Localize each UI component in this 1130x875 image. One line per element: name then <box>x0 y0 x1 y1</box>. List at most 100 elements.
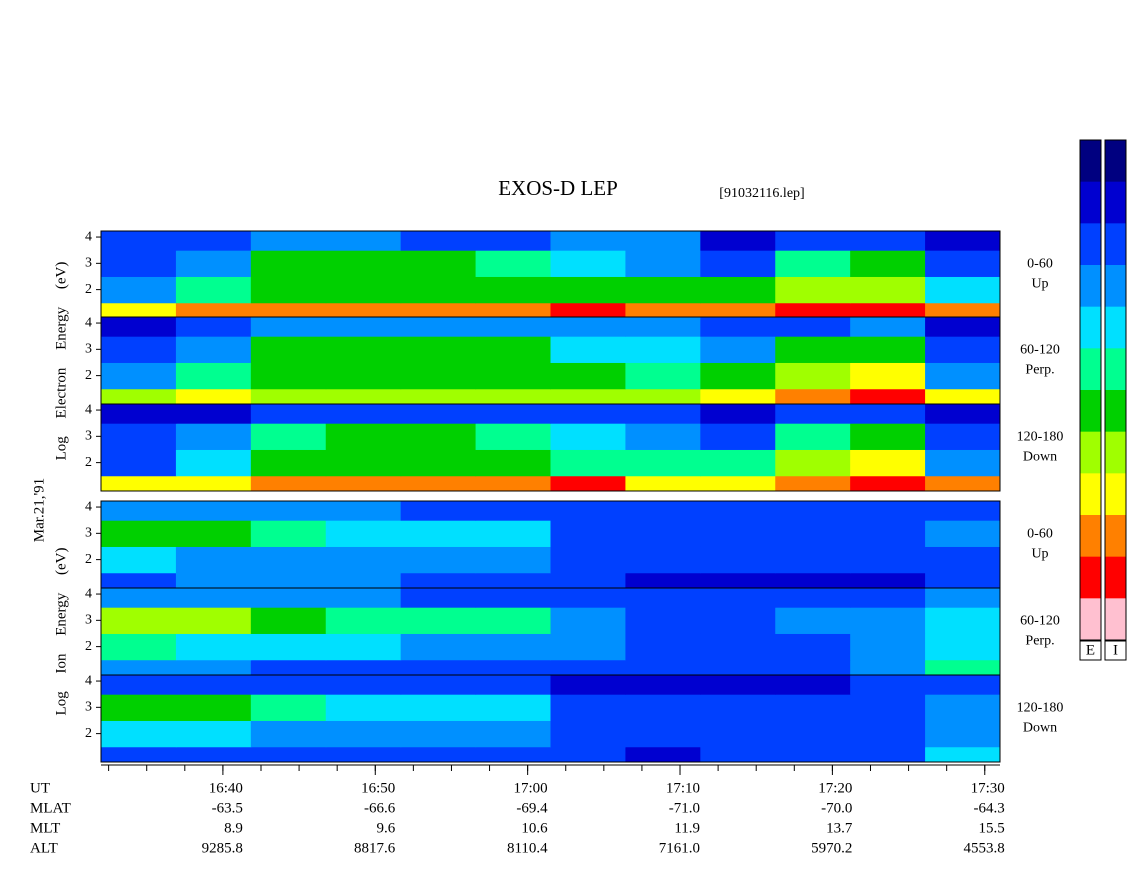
spectrogram-cell <box>625 302 701 319</box>
spectrogram-cell <box>325 633 402 661</box>
spectrogram-cell <box>250 475 327 492</box>
ephemeris-value: 8110.4 <box>507 840 548 856</box>
y-tick-label: 3 <box>85 700 92 715</box>
ephemeris-value: 10.6 <box>521 820 548 836</box>
spectrogram-cell <box>550 231 626 251</box>
y-tick-label: 2 <box>85 552 92 567</box>
spectrogram-cell <box>925 231 1001 251</box>
spectrogram-cell <box>475 231 551 251</box>
spectrogram-cell <box>325 276 402 304</box>
spectrogram-cell <box>625 694 701 721</box>
spectrogram-cell <box>400 675 477 695</box>
panel-range: 0-60 <box>1027 257 1053 272</box>
spectrogram-cell <box>550 250 626 277</box>
spectrogram-cell <box>550 520 626 547</box>
spectrogram-cell <box>175 572 252 589</box>
spectrogram-cell <box>400 423 477 450</box>
spectrogram-cell <box>400 659 477 676</box>
spectrogram-cell <box>550 720 626 748</box>
ephemeris-value: 5970.2 <box>811 840 852 856</box>
spectrogram-cell <box>550 449 626 477</box>
spectrogram-cell <box>325 362 402 390</box>
x-tick-label: 17:30 <box>971 780 1005 796</box>
spectrogram-cell <box>925 302 1001 319</box>
spectrogram-cell <box>175 423 252 450</box>
spectrogram-cell <box>550 404 626 424</box>
spectrogram-cell <box>325 720 402 748</box>
spectrogram-cell <box>625 659 701 676</box>
spectrogram-cell <box>475 250 551 277</box>
spectrogram-cell <box>101 633 177 661</box>
spectrogram-cell <box>850 588 926 608</box>
spectrogram-cell <box>850 675 926 695</box>
spectrogram-cell <box>925 449 1001 477</box>
x-tick-label: 17:00 <box>513 780 547 796</box>
spectrogram-cell <box>775 659 851 676</box>
spectrogram-cell <box>925 276 1001 304</box>
spectrogram-cell <box>175 388 252 405</box>
spectrogram-cell <box>850 633 926 661</box>
spectrogram-cell <box>850 607 926 634</box>
spectrogram-cell <box>400 336 477 363</box>
spectrogram-cell <box>625 449 701 477</box>
spectrogram-cell <box>475 746 551 763</box>
spectrogram-cell <box>550 607 626 634</box>
spectrogram-cell <box>250 423 327 450</box>
panel-frame <box>100 403 1001 492</box>
spectrogram-cell <box>101 250 177 277</box>
ephemeris-value: 11.9 <box>674 820 700 836</box>
spectrogram-cell <box>325 475 402 492</box>
spectrogram-cell <box>925 250 1001 277</box>
spectrogram-cell <box>325 694 402 721</box>
y-tick-label: 4 <box>85 499 92 514</box>
colorbar-cell <box>1105 306 1126 349</box>
spectrogram-cell <box>925 546 1001 574</box>
spectrogram-cell <box>101 588 177 608</box>
spectrogram-cell <box>850 336 926 363</box>
spectrogram-cell <box>250 659 327 676</box>
spectrogram-cell <box>101 362 177 390</box>
spectrogram-cell <box>175 362 252 390</box>
colorbar-cell <box>1080 140 1101 183</box>
spectrogram-cell <box>700 546 776 574</box>
colorbar-cell <box>1105 140 1126 183</box>
spectrogram-cell <box>325 388 402 405</box>
spectrogram-cell <box>700 572 776 589</box>
spectrogram-cell <box>325 336 402 363</box>
y-tick-label: 2 <box>85 639 92 654</box>
spectrogram-cell <box>550 546 626 574</box>
spectrogram-cell <box>700 694 776 721</box>
panel-range: 120-180 <box>1017 701 1064 716</box>
panel-range: 120-180 <box>1017 430 1064 445</box>
spectrogram-cell <box>625 423 701 450</box>
spectrogram-cell <box>101 423 177 450</box>
colorbar-cell <box>1105 223 1126 266</box>
spectrogram-cell <box>101 475 177 492</box>
spectrogram-cell <box>400 317 477 337</box>
spectrogram-cell <box>925 388 1001 405</box>
spectrogram-cell <box>101 520 177 547</box>
spectrogram-cell <box>925 720 1001 748</box>
group-label: Log Electron Energy (eV) <box>53 262 69 461</box>
spectrogram-cell <box>625 720 701 748</box>
ephemeris-value: -70.0 <box>821 800 852 816</box>
spectrogram-cell <box>475 276 551 304</box>
spectrogram-cell <box>850 317 926 337</box>
spectrogram-cell <box>625 276 701 304</box>
spectrogram-cell <box>250 588 327 608</box>
ephemeris-value: 9.6 <box>377 820 396 836</box>
spectrogram-cell <box>400 520 477 547</box>
spectrogram-cell <box>101 449 177 477</box>
spectrogram-cell <box>775 250 851 277</box>
spectrogram-cell <box>400 404 477 424</box>
spectrogram-cell <box>475 302 551 319</box>
spectrogram-cell <box>400 250 477 277</box>
spectrogram-cell <box>850 546 926 574</box>
colorbar-frame <box>1079 139 1102 641</box>
spectrogram-cell <box>325 501 402 521</box>
spectrogram-cell <box>925 607 1001 634</box>
spectrogram-cell <box>700 675 776 695</box>
colorbar-label-box <box>1104 640 1127 661</box>
colorbar-cell <box>1105 556 1126 599</box>
spectrogram-cell <box>475 633 551 661</box>
